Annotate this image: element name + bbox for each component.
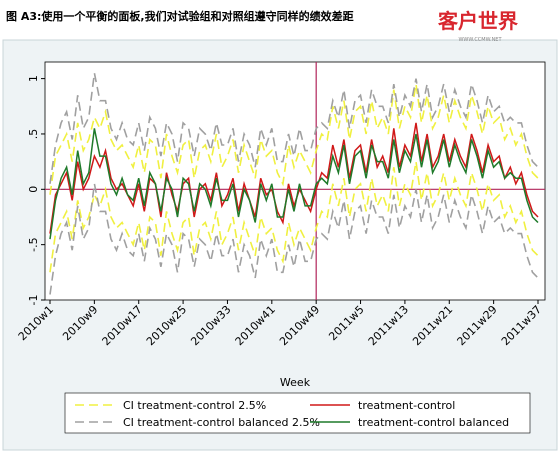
ci-upper-line	[49, 72, 539, 184]
ci-upper-line	[49, 83, 539, 195]
y-tick-label: .5	[27, 129, 40, 140]
data-line	[49, 128, 539, 240]
legend	[64, 392, 531, 434]
data-line	[49, 122, 539, 234]
legend-label: treatment-control balanced	[358, 416, 509, 429]
ci-lower-line	[49, 161, 539, 273]
legend-label: CI treatment-control balanced 2.5%	[123, 416, 320, 429]
y-tick-label: -.5	[27, 237, 40, 251]
watermark-url: WWW.CCMW.NET	[458, 37, 502, 43]
watermark-logo: 客户世界	[437, 9, 518, 33]
y-tick-label: 1	[27, 75, 40, 82]
x-axis-label: Week	[280, 376, 311, 389]
y-tick-label: 0	[27, 186, 40, 193]
ci-lower-line	[49, 183, 539, 295]
y-tick-label: -1	[27, 295, 40, 306]
legend-label: CI treatment-control 2.5%	[123, 399, 266, 412]
legend-label: treatment-control	[358, 399, 455, 412]
chart-title: 图 A3:使用一个平衡的面板,我们对试验组和对照组遵守同样的绩效差距	[6, 9, 354, 23]
